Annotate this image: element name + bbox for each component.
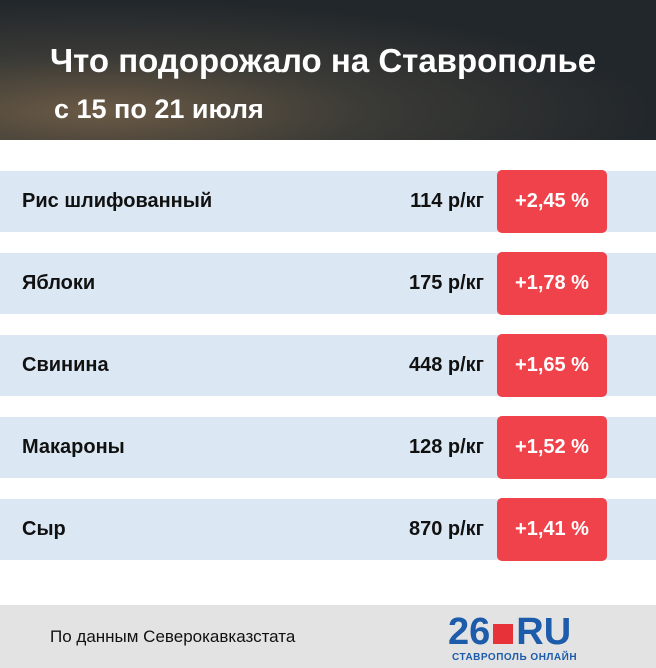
logo-square [493, 624, 514, 644]
table-row: Свинина 448 р/кг +1,65 % [0, 334, 656, 397]
price-change: +1,41 % [497, 498, 607, 561]
logo-number: 26 [448, 611, 491, 653]
price-change: +1,52 % [497, 416, 607, 479]
price-change: +1,78 % [497, 252, 607, 315]
logo: 26 RU [448, 611, 571, 654]
product-name: Сыр [22, 518, 66, 540]
table-row: Сыр 870 р/кг +1,41 % [0, 498, 656, 561]
title: Что подорожало на Ставрополье [50, 42, 597, 79]
product-price: 114 р/кг [410, 190, 484, 212]
footer: По данным Северокавказстата 26 RU СТАВРОП… [0, 605, 656, 668]
product-price: 128 р/кг [408, 436, 484, 458]
product-name: Свинина [22, 354, 109, 376]
product-name: Рис шлифованный [22, 190, 213, 212]
table-row: Яблоки 175 р/кг +1,78 % [0, 252, 656, 315]
header: Что подорожало на Ставрополье с 15 по 21… [0, 0, 656, 140]
subtitle: с 15 по 21 июля [54, 94, 264, 124]
table-row: Макароны 128 р/кг +1,52 % [0, 416, 656, 479]
table-row: Рис шлифованный 114 р/кг +2,45 % [0, 170, 656, 233]
price-change: +2,45 % [497, 170, 607, 233]
source: По данным Северокавказстата [50, 627, 296, 646]
logo-tagline: СТАВРОПОЛЬ ОНЛАЙН [452, 652, 578, 663]
product-name: Макароны [22, 436, 125, 458]
product-name: Яблоки [22, 272, 96, 294]
product-price: 870 р/кг [408, 518, 484, 540]
product-price: 448 р/кг [408, 354, 484, 376]
price-change: +1,65 % [497, 334, 607, 397]
logo-domain: RU [516, 611, 572, 653]
product-price: 175 р/кг [408, 272, 484, 294]
